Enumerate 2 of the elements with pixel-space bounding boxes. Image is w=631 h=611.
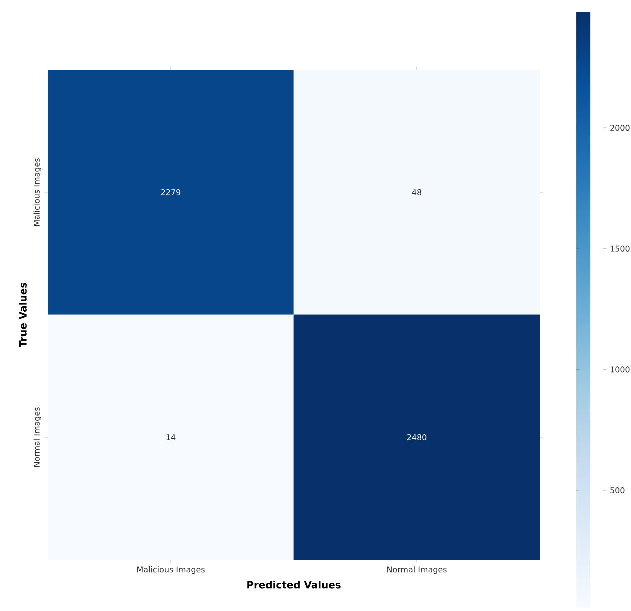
y-axis-title: True Values — [19, 282, 27, 348]
x-axis-title: Predicted Values — [248, 581, 341, 589]
